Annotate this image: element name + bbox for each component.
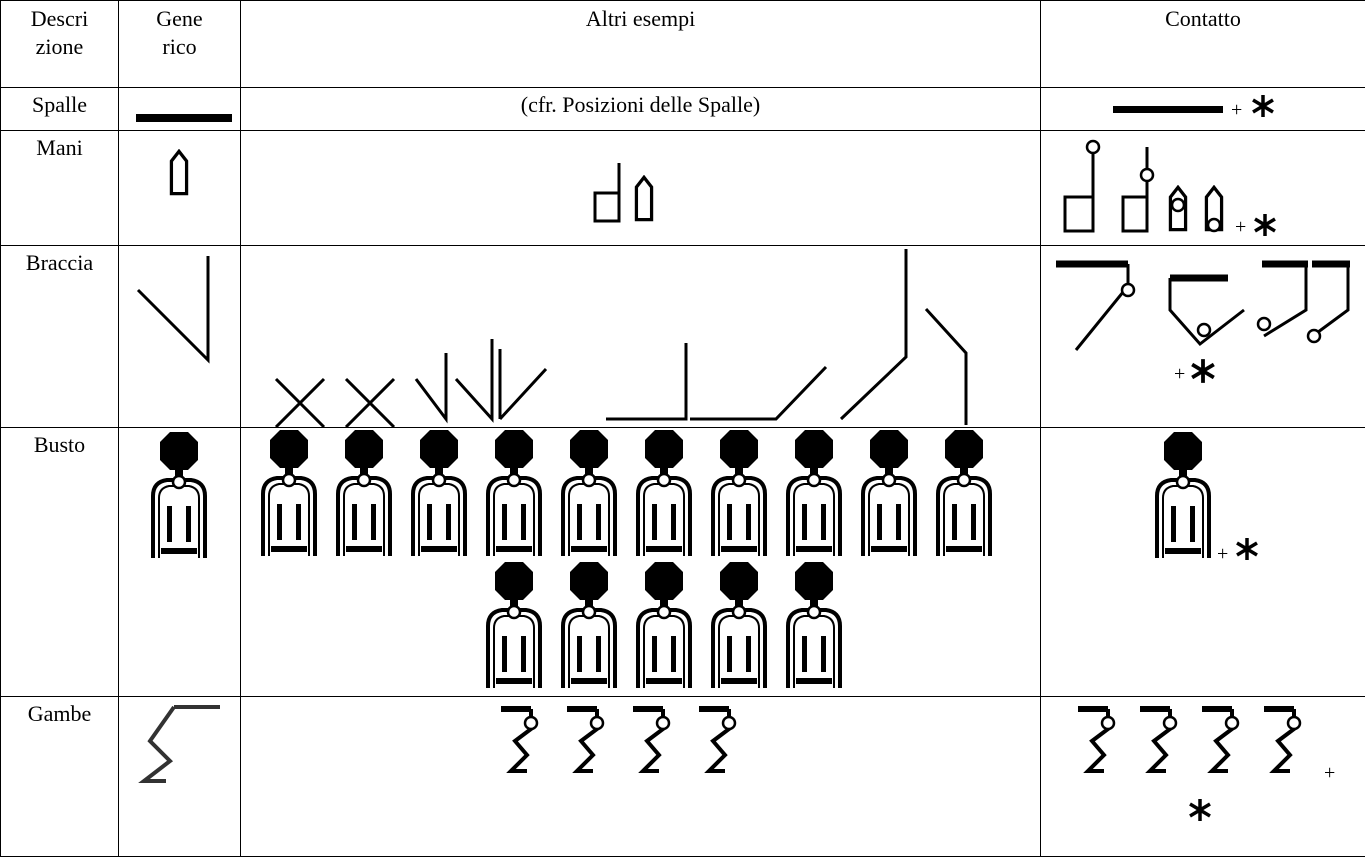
header-cell: Contatto [1040, 0, 1365, 88]
row-label: Spalle [32, 92, 87, 117]
header-text: Descri zione [30, 6, 89, 59]
arm-glyph [136, 256, 209, 364]
contact-cell: + [1040, 696, 1365, 857]
row: Gambe + [0, 696, 1365, 857]
hand-examples [593, 163, 653, 223]
row: Braccia + [0, 245, 1365, 428]
generic-cell [118, 427, 241, 697]
example-cell [240, 427, 1041, 697]
label-cell: Braccia [0, 245, 119, 428]
torso-examples [260, 430, 992, 690]
example-cell: (cfr. Posizioni delle Spalle) [240, 87, 1041, 131]
plus: + [1174, 363, 1185, 385]
row-label: Busto [33, 432, 86, 457]
example-cell [240, 696, 1041, 857]
label-cell: Busto [0, 427, 119, 697]
hand-glyph [169, 149, 188, 196]
generic-cell [118, 245, 241, 428]
row: Spalle (cfr. Posizioni delle Spalle) + [0, 87, 1365, 131]
plus: + [1231, 99, 1242, 121]
row-label: Gambe [27, 701, 92, 726]
label-cell: Gambe [0, 696, 119, 857]
contact-glyph: + [1056, 260, 1350, 420]
plus: + [1324, 762, 1335, 784]
plus: + [1217, 543, 1228, 565]
contact-cell: + [1040, 87, 1365, 131]
header-cell: Altri esempi [240, 0, 1041, 88]
example-cell [240, 130, 1041, 246]
row-label: Braccia [25, 250, 94, 275]
header-text: Gene rico [156, 6, 203, 59]
torso-glyph [150, 432, 207, 560]
row-label: Mani [36, 135, 83, 160]
contact-glyph: + [1063, 139, 1277, 238]
label-cell: Spalle [0, 87, 119, 131]
contact-cell: + [1040, 130, 1365, 246]
row: Busto + [0, 427, 1365, 697]
header-row: Descri zione Gene rico Altri esempi Cont… [0, 0, 1365, 88]
header-text: Contatto [1165, 6, 1241, 31]
contact-glyph: + [1048, 701, 1335, 823]
contact-glyph: + [1155, 432, 1259, 565]
row: Mani + [0, 130, 1365, 246]
arm-examples [274, 249, 967, 427]
label-cell: Mani [0, 130, 119, 246]
leg-glyph [137, 705, 220, 783]
example-cell [240, 245, 1041, 428]
generic-cell [118, 87, 241, 131]
contact-glyph: + [1113, 94, 1275, 121]
plus: + [1235, 216, 1246, 238]
generic-cell [118, 130, 241, 246]
header-cell: Gene rico [118, 0, 241, 88]
contact-cell: + [1040, 245, 1365, 428]
header-text: Altri esempi [585, 6, 696, 31]
contact-cell: + [1040, 427, 1365, 697]
shoulder-glyph [135, 114, 232, 122]
generic-cell [118, 696, 241, 857]
header-cell: Descri zione [0, 0, 119, 88]
leg-examples [501, 701, 781, 791]
example-text: (cfr. Posizioni delle Spalle) [520, 92, 761, 117]
